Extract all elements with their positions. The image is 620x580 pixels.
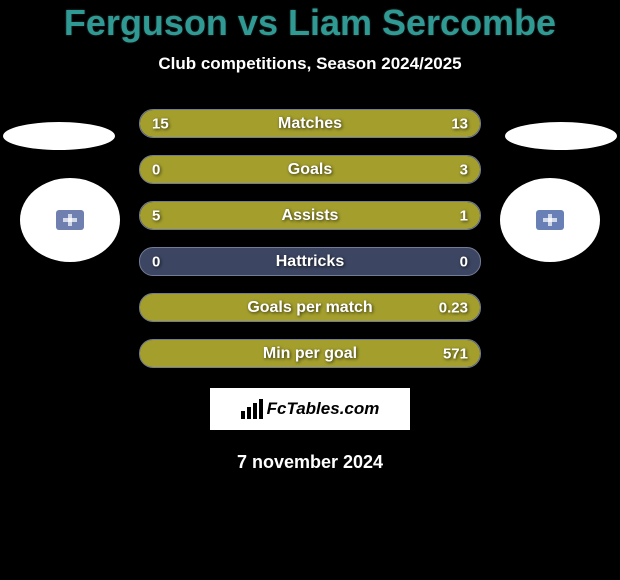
player-left-avatar [20,178,120,262]
stat-row: 15 Matches 13 [139,109,481,138]
stat-value-left: 15 [152,115,169,132]
player-right-shadow-ellipse [505,122,617,150]
stat-row: 0 Goals 3 [139,155,481,184]
stat-value-right: 3 [460,161,468,178]
stat-row: 5 Assists 1 [139,201,481,230]
stat-label: Goals [288,161,332,179]
stat-value-right: 1 [460,207,468,224]
player-left-badge-icon [63,214,77,226]
stat-value-right: 0.23 [439,299,468,316]
stat-label: Assists [282,207,339,225]
stat-value-right: 571 [443,345,468,362]
stat-row: 0 Hattricks 0 [139,247,481,276]
stat-value-left: 5 [152,207,160,224]
branding-text: FcTables.com [267,399,380,419]
stat-label: Hattricks [276,253,344,271]
stat-value-left: 0 [152,253,160,270]
page-title: Ferguson vs Liam Sercombe [0,2,620,44]
player-left-badge [56,210,84,230]
player-right-avatar [500,178,600,262]
player-right-badge [536,210,564,230]
stat-label: Min per goal [263,345,357,363]
branding-chart-icon [241,399,263,419]
stat-row: Min per goal 571 [139,339,481,368]
stat-label: Matches [278,115,342,133]
comparison-container: Ferguson vs Liam Sercombe Club competiti… [0,0,620,580]
stat-row: Goals per match 0.23 [139,293,481,322]
subtitle: Club competitions, Season 2024/2025 [0,54,620,74]
stat-value-right: 0 [460,253,468,270]
date-label: 7 november 2024 [0,452,620,473]
stat-label: Goals per match [247,299,372,317]
player-right-badge-icon [543,214,557,226]
stats-list: 15 Matches 13 0 Goals 3 5 Assists 1 0 Hattricks 0 Go… [139,109,481,368]
player-left-shadow-ellipse [3,122,115,150]
stat-value-left: 0 [152,161,160,178]
branding-badge: FcTables.com [210,388,410,430]
stat-value-right: 13 [451,115,468,132]
stat-fill-right [423,202,480,229]
